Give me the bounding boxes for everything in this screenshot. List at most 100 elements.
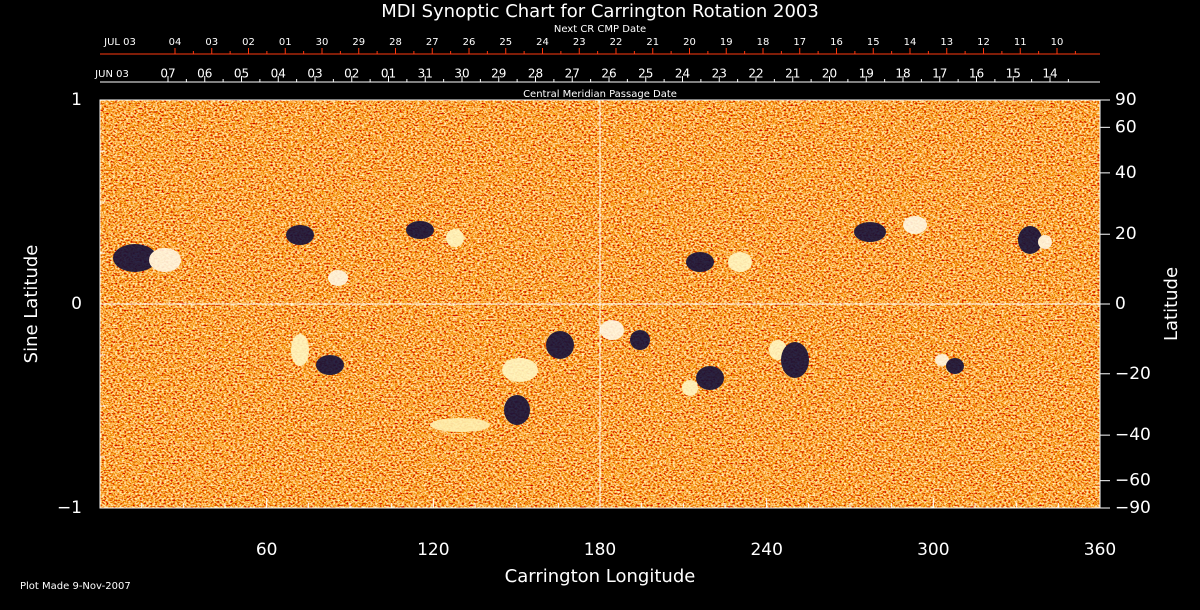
date-label: 21 xyxy=(785,67,800,81)
date-axis-title: Central Meridian Passage Date xyxy=(523,89,677,100)
date-label: 25 xyxy=(499,37,512,48)
negative-region xyxy=(316,355,344,375)
negative-region xyxy=(286,225,314,245)
negative-region xyxy=(696,366,724,390)
date-label: 19 xyxy=(720,37,733,48)
x-axis-title: Carrington Longitude xyxy=(505,566,696,587)
date-axis-title: Next CR CMP Date xyxy=(554,24,646,35)
date-label: 23 xyxy=(573,37,586,48)
date-label: 29 xyxy=(352,37,365,48)
positive-region xyxy=(903,216,927,234)
date-label: 01 xyxy=(381,67,396,81)
date-label: 03 xyxy=(307,67,322,81)
y-tick-label: 1 xyxy=(71,90,82,110)
x-tick-label: 300 xyxy=(917,540,949,560)
date-label: 24 xyxy=(675,67,690,81)
positive-region xyxy=(1038,235,1052,249)
y2-tick-label: 60 xyxy=(1115,117,1137,137)
date-label: 17 xyxy=(793,37,806,48)
date-label: 24 xyxy=(536,37,549,48)
x-tick-label: 60 xyxy=(256,540,278,560)
date-label: 20 xyxy=(822,67,837,81)
negative-region xyxy=(630,330,650,350)
date-label: 18 xyxy=(895,67,910,81)
date-label: 30 xyxy=(454,67,469,81)
positive-region xyxy=(935,354,949,366)
date-label: 31 xyxy=(418,67,433,81)
date-label: 14 xyxy=(904,37,917,48)
x-tick-label: 180 xyxy=(584,540,616,560)
x-tick-label: 240 xyxy=(750,540,782,560)
date-axis-start: JUN 03 xyxy=(94,69,129,80)
chart-title: MDI Synoptic Chart for Carrington Rotati… xyxy=(381,1,819,22)
y2-axis-title: Latitude xyxy=(1161,267,1182,341)
y2-tick-label: −60 xyxy=(1115,471,1151,491)
date-label: 23 xyxy=(712,67,727,81)
negative-region xyxy=(406,221,434,239)
negative-region xyxy=(854,222,886,242)
date-label: 02 xyxy=(242,37,255,48)
date-axis-start: JUL 03 xyxy=(103,37,136,48)
y2-tick-label: 20 xyxy=(1115,224,1137,244)
date-label: 17 xyxy=(932,67,947,81)
date-label: 27 xyxy=(565,67,580,81)
negative-region xyxy=(504,395,530,425)
date-label: 28 xyxy=(389,37,402,48)
date-label: 18 xyxy=(757,37,770,48)
positive-region xyxy=(728,252,752,272)
y2-tick-label: 40 xyxy=(1115,163,1137,183)
date-label: 22 xyxy=(748,67,763,81)
date-label: 06 xyxy=(197,67,212,81)
positive-region xyxy=(328,270,348,286)
date-label: 13 xyxy=(940,37,953,48)
date-label: 12 xyxy=(977,37,990,48)
y2-tick-label: −90 xyxy=(1115,498,1151,518)
date-label: 04 xyxy=(169,37,182,48)
date-label: 30 xyxy=(316,37,329,48)
date-label: 26 xyxy=(463,37,476,48)
date-label: 27 xyxy=(426,37,439,48)
magnetic-regions xyxy=(113,216,1052,432)
y-tick-label: 0 xyxy=(71,294,82,314)
date-label: 05 xyxy=(234,67,249,81)
date-label: 03 xyxy=(205,37,218,48)
date-label: 10 xyxy=(1051,37,1064,48)
date-label: 29 xyxy=(491,67,506,81)
negative-region xyxy=(1018,226,1042,254)
positive-region xyxy=(600,320,624,340)
date-label: 20 xyxy=(683,37,696,48)
date-label: 01 xyxy=(279,37,292,48)
y2-tick-label: 0 xyxy=(1115,294,1126,314)
negative-region xyxy=(113,244,157,272)
y-axis-title: Sine Latitude xyxy=(21,245,42,364)
positive-region xyxy=(430,418,490,432)
positive-region xyxy=(291,334,309,366)
y-tick-label: −1 xyxy=(57,498,82,518)
date-label: 21 xyxy=(646,37,659,48)
date-label: 15 xyxy=(867,37,880,48)
y2-tick-label: −20 xyxy=(1115,364,1151,384)
date-label: 22 xyxy=(610,37,623,48)
footer: Plot Made 9-Nov-2007 xyxy=(20,581,131,592)
date-label: 16 xyxy=(969,67,984,81)
date-label: 07 xyxy=(160,67,175,81)
date-label: 02 xyxy=(344,67,359,81)
date-label: 26 xyxy=(601,67,616,81)
date-label: 15 xyxy=(1006,67,1021,81)
date-label: 14 xyxy=(1042,67,1057,81)
positive-region xyxy=(682,380,698,396)
date-label: 04 xyxy=(271,67,286,81)
negative-region xyxy=(546,331,574,359)
positive-region xyxy=(446,229,464,247)
date-label: 16 xyxy=(830,37,843,48)
negative-region xyxy=(686,252,714,272)
negative-region xyxy=(946,358,964,374)
positive-region xyxy=(149,248,181,272)
positive-region xyxy=(502,358,538,382)
date-label: 19 xyxy=(859,67,874,81)
negative-region xyxy=(781,342,809,378)
x-tick-label: 120 xyxy=(417,540,449,560)
y2-tick-label: 90 xyxy=(1115,90,1137,110)
date-label: 28 xyxy=(528,67,543,81)
